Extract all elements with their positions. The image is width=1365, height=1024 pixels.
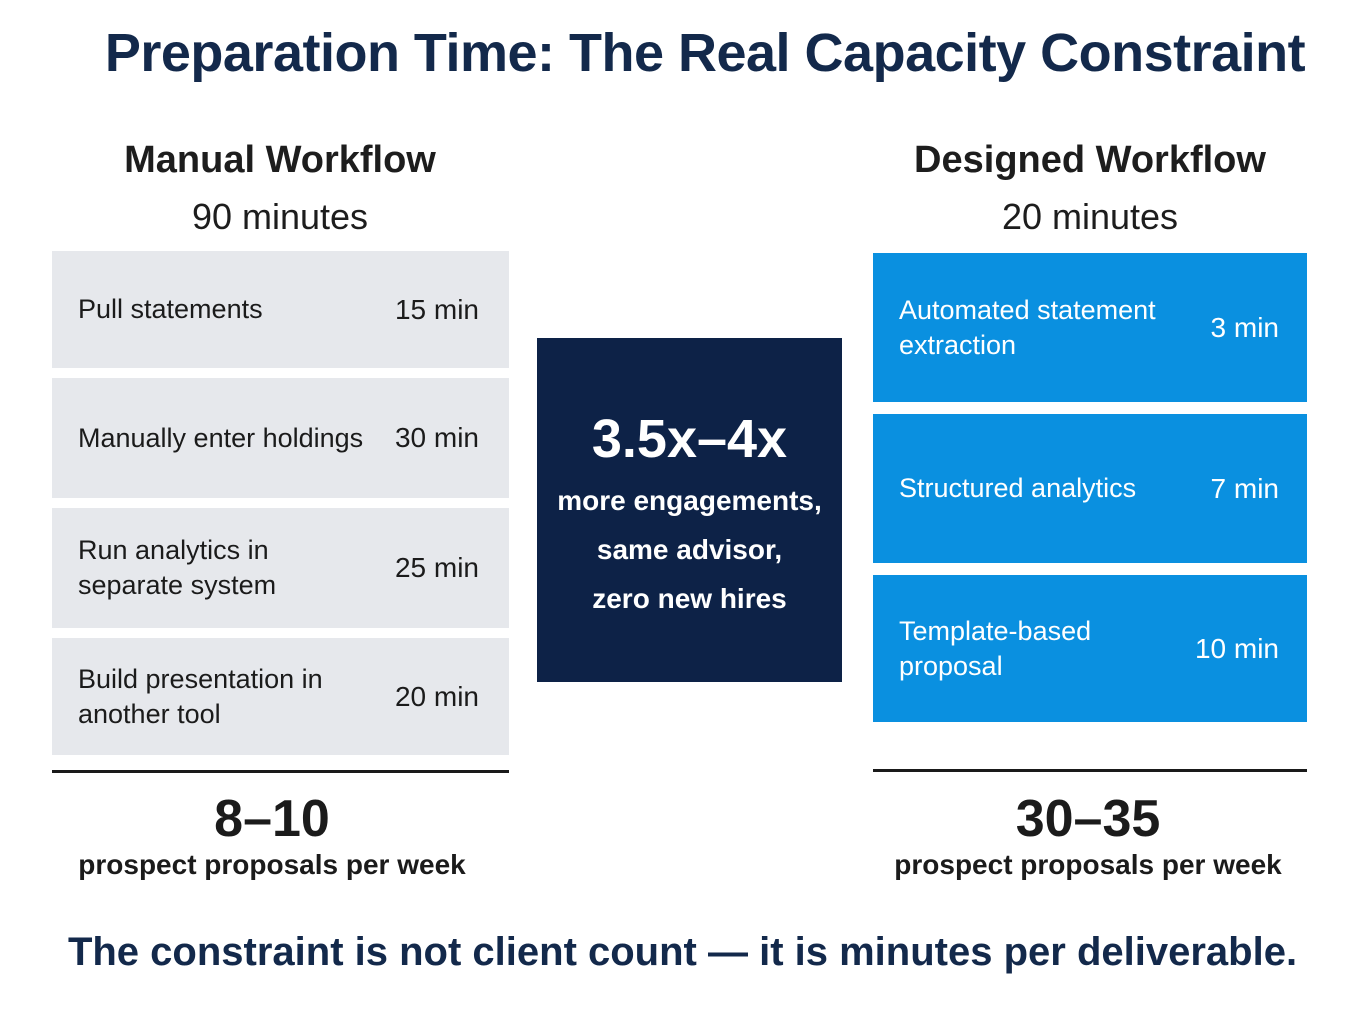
designed-step-minutes: 10 min bbox=[1194, 632, 1279, 664]
designed-step: Structured analytics 7 min bbox=[873, 414, 1307, 563]
designed-step-minutes: 7 min bbox=[1210, 472, 1279, 504]
manual-workflow-header: Manual Workflow 90 minutes bbox=[52, 137, 508, 239]
manual-result-label: prospect proposals per week bbox=[78, 849, 466, 880]
designed-step: Template-based proposal 10 min bbox=[873, 575, 1307, 722]
multiplier-description: more engagements, same advisor, zero new… bbox=[537, 476, 842, 623]
manual-step: Run analytics in separate system 25 min bbox=[52, 508, 509, 628]
designed-workflow-title: Designed Workflow bbox=[914, 139, 1266, 181]
manual-result: 8–10 prospect proposals per week bbox=[52, 790, 492, 882]
manual-step-label: Manually enter holdings bbox=[78, 422, 364, 453]
designed-result-value: 30–35 bbox=[1015, 790, 1161, 848]
multiplier-callout: 3.5x–4x more engagements, same advisor, … bbox=[537, 338, 842, 682]
manual-step: Pull statements 15 min bbox=[52, 251, 509, 368]
designed-step-label: Template-based proposal bbox=[899, 615, 1092, 681]
designed-workflow-total: 20 minutes bbox=[1001, 196, 1179, 237]
manual-step-minutes: 30 min bbox=[394, 422, 479, 453]
designed-step: Automated statement extraction 3 min bbox=[873, 253, 1307, 402]
designed-result-label: prospect proposals per week bbox=[894, 849, 1282, 880]
designed-step-label: Automated statement extraction bbox=[899, 294, 1156, 360]
manual-result-value: 8–10 bbox=[214, 790, 330, 848]
callout-line: same advisor, bbox=[596, 534, 783, 565]
manual-workflow-title: Manual Workflow bbox=[124, 139, 436, 181]
multiplier-value: 3.5x–4x bbox=[591, 409, 788, 469]
callout-line: zero new hires bbox=[592, 583, 787, 614]
designed-step-minutes: 3 min bbox=[1210, 311, 1279, 343]
footer-statement: The constraint is not client count — it … bbox=[67, 930, 1298, 974]
manual-step-minutes: 20 min bbox=[394, 680, 479, 712]
manual-step-label: Build presentation in another tool bbox=[78, 663, 323, 729]
manual-step-label: Run analytics in separate system bbox=[78, 535, 277, 600]
manual-step-minutes: 25 min bbox=[394, 552, 479, 583]
manual-step-minutes: 15 min bbox=[394, 293, 479, 325]
manual-step: Manually enter holdings 30 min bbox=[52, 378, 509, 498]
manual-workflow-total: 90 minutes bbox=[191, 196, 369, 237]
designed-divider bbox=[873, 769, 1307, 772]
callout-line: more engagements, bbox=[557, 485, 822, 516]
designed-step-label: Structured analytics bbox=[899, 473, 1137, 503]
manual-step-label: Pull statements bbox=[78, 294, 263, 324]
manual-divider bbox=[52, 770, 509, 773]
page-title: Preparation Time: The Real Capacity Cons… bbox=[104, 23, 1306, 83]
manual-step: Build presentation in another tool 20 mi… bbox=[52, 638, 509, 755]
designed-workflow-header: Designed Workflow 20 minutes bbox=[873, 137, 1307, 239]
designed-result: 30–35 prospect proposals per week bbox=[873, 790, 1303, 882]
